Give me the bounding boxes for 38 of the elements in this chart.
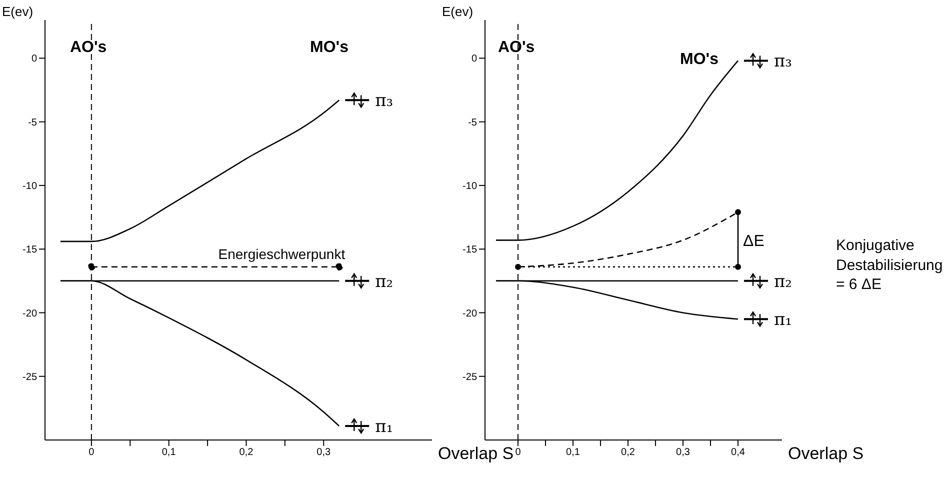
annotation: AO's <box>498 38 535 58</box>
y-axis-title: E(ev) <box>2 4 34 19</box>
y-tick-label: 0 <box>471 54 478 65</box>
legend-label: π₃ <box>774 52 792 72</box>
x-tick-label: 0 <box>515 447 522 458</box>
x-tick-label: 0,1 <box>566 447 580 458</box>
y-tick-label: -20 <box>462 308 478 320</box>
y-tick-label: -25 <box>462 372 478 383</box>
y-tick-label: -25 <box>22 372 38 383</box>
x-tick-label: 0,3 <box>676 447 690 458</box>
annotation: ΔE <box>743 232 764 250</box>
legend-label: π₂ <box>375 272 394 292</box>
text: Konjugative Destabilisierung = 6 ΔE <box>836 236 943 294</box>
y-tick-label: -15 <box>22 244 38 256</box>
x-tick-label: 0,4 <box>731 447 746 458</box>
x-axis-title: Overlap S <box>788 444 864 464</box>
x-axis-title: Overlap S <box>438 444 514 464</box>
y-tick-label: 0 <box>31 54 38 65</box>
x-tick-label: 0,3 <box>316 447 332 458</box>
series-label: Energieschwerpunkt <box>218 246 346 262</box>
x-tick-label: 0,2 <box>239 447 254 458</box>
annotation: MO's <box>680 50 718 70</box>
y-tick-label: -10 <box>22 181 38 192</box>
annotation: MO's <box>310 38 348 58</box>
x-tick-label: 0,1 <box>162 447 176 458</box>
legend-label: π₁ <box>375 417 394 437</box>
y-tick-label: -5 <box>28 117 38 128</box>
legend-label: π₂ <box>774 272 792 292</box>
x-tick-label: 0,2 <box>621 447 636 458</box>
y-tick-label: -10 <box>462 181 478 192</box>
y-tick-label: -20 <box>22 308 38 320</box>
legend-label: π₁ <box>774 310 792 330</box>
y-tick-label: -5 <box>468 117 478 128</box>
y-tick-label: -15 <box>462 244 478 256</box>
legend-label: π₃ <box>375 91 394 112</box>
annotation: AO's <box>70 38 107 58</box>
x-tick-label: 0 <box>88 447 95 458</box>
y-axis-title: E(ev) <box>442 4 474 19</box>
